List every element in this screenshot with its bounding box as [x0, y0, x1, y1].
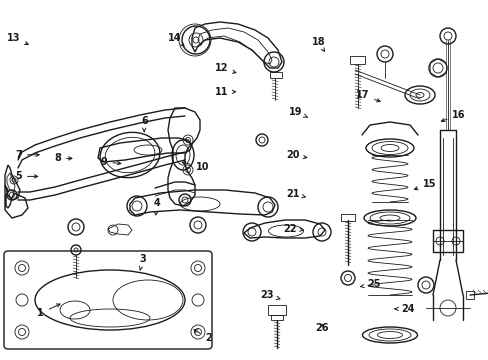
- Text: 10: 10: [182, 161, 209, 172]
- Text: 24: 24: [394, 304, 414, 314]
- Text: 9: 9: [101, 157, 121, 167]
- Text: 6: 6: [141, 116, 147, 131]
- Text: 4: 4: [154, 198, 161, 215]
- Text: 15: 15: [413, 179, 436, 190]
- Text: 16: 16: [440, 110, 465, 122]
- Text: 23: 23: [260, 290, 279, 300]
- Text: 2: 2: [194, 330, 212, 343]
- Text: 5: 5: [15, 171, 38, 181]
- Text: 26: 26: [314, 323, 328, 333]
- Text: 18: 18: [311, 37, 325, 51]
- Text: 19: 19: [288, 107, 307, 117]
- Text: 17: 17: [355, 90, 380, 102]
- Text: 13: 13: [7, 33, 28, 45]
- Text: 12: 12: [214, 63, 235, 73]
- Text: 25: 25: [360, 279, 380, 289]
- Text: 22: 22: [282, 224, 303, 234]
- Text: 1: 1: [37, 304, 60, 318]
- Text: 14: 14: [168, 33, 183, 46]
- Text: 20: 20: [285, 150, 306, 160]
- Text: 7: 7: [15, 150, 39, 160]
- Text: 11: 11: [214, 87, 235, 97]
- Text: 3: 3: [139, 254, 146, 270]
- Text: 21: 21: [285, 189, 305, 199]
- Text: 8: 8: [54, 153, 72, 163]
